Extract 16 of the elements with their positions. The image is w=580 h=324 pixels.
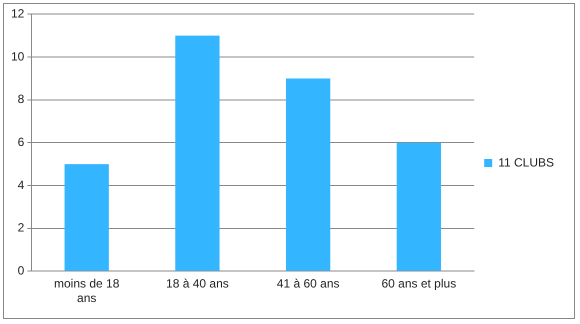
bar bbox=[286, 78, 330, 271]
bar bbox=[64, 164, 109, 271]
y-tick-label: 0 bbox=[18, 264, 25, 278]
y-tick-label: 4 bbox=[18, 178, 25, 192]
y-tick-label: 6 bbox=[18, 135, 25, 150]
x-tick-label: 18 à 40 ans bbox=[166, 276, 229, 291]
bar bbox=[396, 142, 441, 271]
bar bbox=[175, 36, 220, 271]
y-tick-label: 10 bbox=[10, 49, 25, 64]
x-tick-label: 60 ans et plus bbox=[381, 276, 456, 291]
legend-label: 11 CLUBS bbox=[498, 155, 554, 170]
x-tick-label: moins de 18 ans bbox=[54, 276, 120, 306]
y-tick-label: 2 bbox=[18, 220, 25, 235]
y-tick-label: 12 bbox=[10, 6, 25, 21]
y-tick-label: 8 bbox=[18, 92, 25, 106]
x-tick-label: 41 à 60 ans bbox=[276, 276, 340, 291]
